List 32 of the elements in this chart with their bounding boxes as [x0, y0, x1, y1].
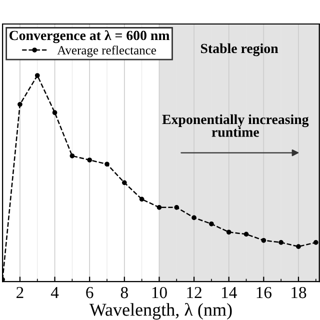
x-tick-label: 8 [120, 286, 128, 298]
point [122, 180, 127, 186]
point [104, 162, 110, 167]
point [18, 102, 22, 107]
point [313, 240, 318, 245]
point [174, 204, 180, 210]
point [296, 244, 301, 249]
legend-label: Average reflectance [57, 46, 156, 58]
point [52, 110, 58, 116]
point [139, 196, 144, 202]
x-tick-label: 10 [152, 286, 167, 298]
point [244, 232, 249, 237]
x-tick-label: 18 [292, 286, 306, 298]
x-tick-label: 14 [222, 287, 237, 298]
x-tick-label: 4 [50, 287, 59, 298]
point [34, 73, 40, 78]
x-tick-label: 12 [187, 286, 202, 298]
point [209, 221, 214, 226]
x-tick-label: 16 [256, 286, 272, 298]
x-axis-title: Wavelength, λ (nm) [89, 302, 232, 320]
point [226, 230, 232, 235]
point [192, 215, 196, 220]
point [278, 240, 284, 245]
band-label: Stable region [200, 43, 278, 56]
point [87, 158, 92, 162]
point [261, 238, 266, 243]
point [70, 153, 75, 158]
annotation: Exponentially increasing runtime [162, 114, 309, 137]
x-tick-label: 6 [86, 286, 94, 298]
legend-title: Convergence at λ = 600 nm [9, 30, 170, 44]
point [156, 204, 162, 210]
x-tick-label: 2 [16, 286, 24, 298]
